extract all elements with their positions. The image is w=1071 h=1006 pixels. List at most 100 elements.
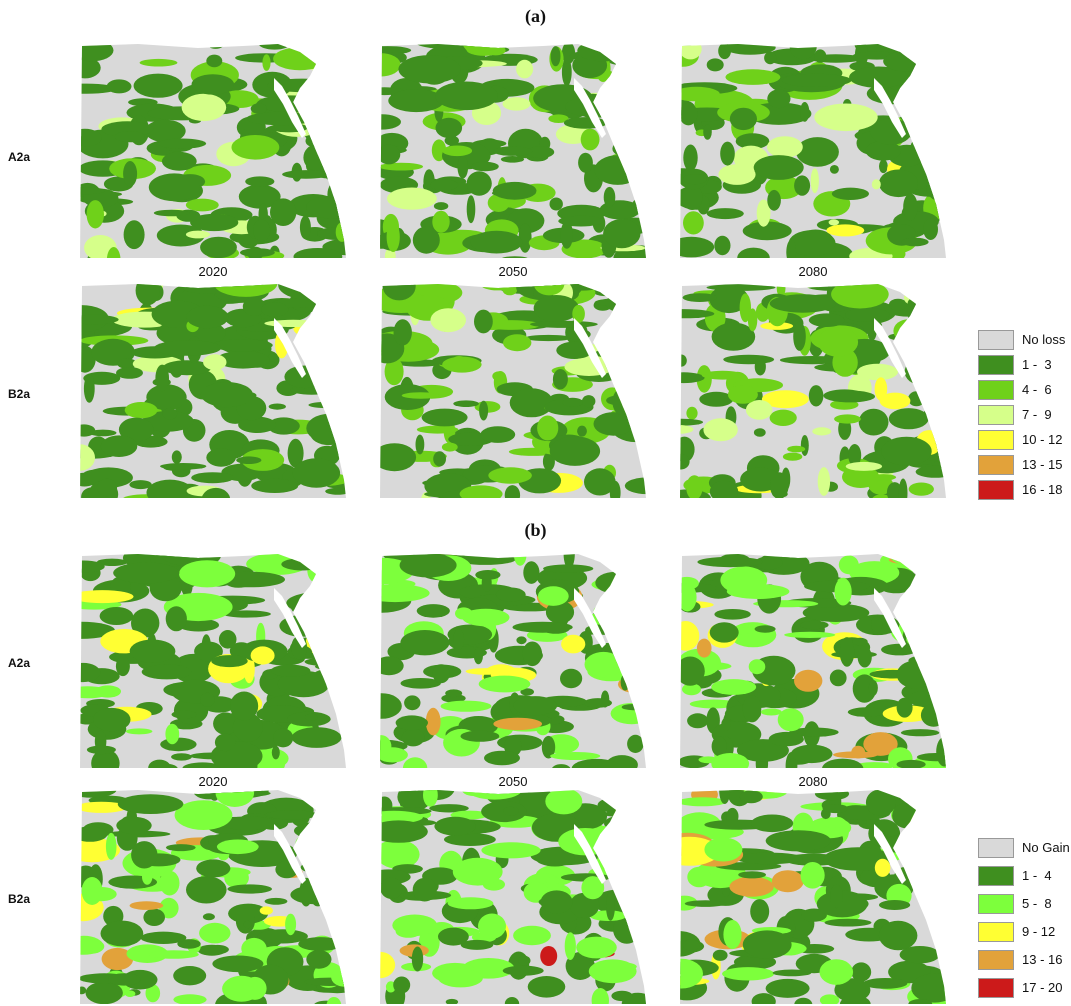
map-patch <box>819 959 854 985</box>
map-patch <box>900 335 946 345</box>
map-patch <box>492 371 506 381</box>
map-patch <box>545 600 575 624</box>
map-patch <box>724 44 776 55</box>
panel-b-year-2050: 2050 <box>498 774 528 789</box>
map-patch <box>683 174 707 185</box>
map-patch <box>530 320 598 328</box>
map-patch <box>681 184 703 210</box>
map-patch <box>934 291 946 310</box>
map-patch <box>516 636 527 645</box>
map-patch <box>129 480 152 490</box>
map-patch <box>123 161 138 187</box>
map-patch <box>863 978 908 989</box>
legend-a-label: 10 - 12 <box>1022 432 1063 447</box>
map-patch <box>291 596 346 619</box>
map-patch <box>430 179 459 191</box>
map-patch <box>562 397 583 407</box>
map-patch <box>852 637 868 646</box>
map-patch <box>478 675 531 693</box>
map-patch <box>793 321 806 351</box>
map-patch <box>878 920 918 951</box>
map-patch <box>179 560 236 588</box>
map-patch <box>533 295 579 322</box>
map-patch <box>320 46 346 64</box>
map-patch <box>253 219 271 242</box>
map-patch <box>540 890 573 914</box>
panel-a-year-2020: 2020 <box>198 264 228 279</box>
map-patch <box>888 555 946 566</box>
map-patch <box>212 955 264 973</box>
map-patch <box>874 858 891 877</box>
map-patch <box>293 248 343 258</box>
map-patch <box>160 463 207 470</box>
map-patch <box>265 810 319 820</box>
map-patch <box>844 307 890 322</box>
map-patch <box>393 976 411 994</box>
map-patch <box>817 467 831 496</box>
map-patch <box>615 595 646 606</box>
map-patch <box>584 651 623 678</box>
map-patch <box>603 186 616 208</box>
map-patch <box>299 601 345 610</box>
map-patch <box>412 226 440 254</box>
map-patch <box>560 668 583 689</box>
map-patch <box>603 331 627 356</box>
map-patch <box>897 113 946 126</box>
map-patch <box>241 937 267 960</box>
map-patch <box>80 314 119 325</box>
legend-a-swatch <box>978 355 1014 375</box>
map-patch <box>218 630 237 649</box>
map-patch <box>879 392 911 410</box>
map-patch <box>115 656 130 677</box>
map-patch <box>680 895 698 911</box>
map-patch <box>502 965 544 976</box>
map-patch <box>829 669 847 687</box>
map-patch <box>871 494 892 498</box>
map-patch <box>594 348 639 359</box>
map-patch <box>194 641 223 662</box>
legend-a-item: 16 - 18 <box>978 480 1071 502</box>
map-patch <box>800 862 825 889</box>
map-patch <box>603 219 641 249</box>
map-patch <box>80 83 118 94</box>
map-patch <box>613 245 646 258</box>
legend-b-swatch <box>978 838 1014 858</box>
map-patch <box>903 193 918 221</box>
map-patch <box>565 952 595 980</box>
map-patch <box>415 434 425 455</box>
map-patch <box>304 713 318 721</box>
map-patch <box>393 319 412 346</box>
map-patch <box>380 869 411 885</box>
map-patch <box>257 929 308 944</box>
map-patch <box>550 752 601 760</box>
map-patch <box>159 897 179 919</box>
map-patch <box>565 96 633 118</box>
map-patch <box>285 913 297 936</box>
map-patch <box>683 211 704 235</box>
map-patch <box>923 218 938 240</box>
map-patch <box>474 309 493 334</box>
map-patch <box>190 213 239 232</box>
map-patch <box>595 571 635 594</box>
map-patch <box>711 322 756 351</box>
map-patch <box>292 458 341 488</box>
map-patch <box>560 220 573 249</box>
map-patch <box>238 184 281 209</box>
legend-b-item: 5 - 8 <box>978 894 1071 916</box>
legend-a-swatch <box>978 380 1014 400</box>
map-patch <box>313 856 346 879</box>
map-patch <box>614 340 646 360</box>
map-patch <box>466 195 476 224</box>
map-patch <box>380 114 401 130</box>
gulf-water <box>574 824 606 884</box>
map-patch <box>460 939 494 950</box>
map-patch <box>85 887 117 902</box>
map-patch <box>742 695 762 723</box>
map-patch <box>235 908 255 934</box>
map-patch <box>492 181 537 200</box>
map-patch <box>584 468 616 496</box>
map-patch <box>327 818 346 832</box>
map-patch <box>879 159 888 174</box>
map-patch <box>329 404 346 434</box>
map-patch <box>400 630 450 656</box>
